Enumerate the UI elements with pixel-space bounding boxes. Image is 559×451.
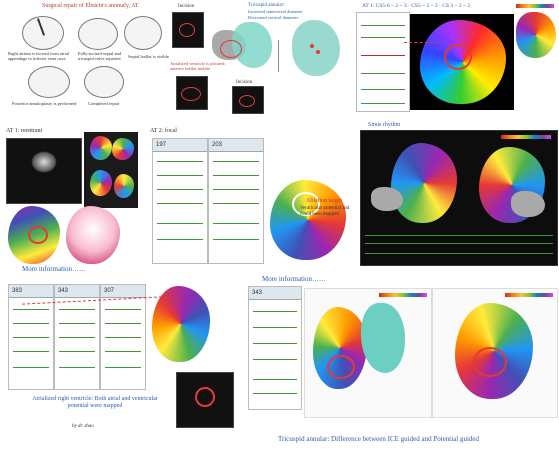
sinus-map-bg (360, 130, 558, 266)
ta-ring-potential (473, 347, 507, 377)
tricuspid-line-2: Decreased vertical diameter (248, 15, 299, 20)
heart-sketch-4 (28, 66, 70, 98)
surgery-title: Surgical repair of Ebstein's anomaly, AT (42, 3, 139, 9)
arv-hdr-1: 383 (9, 285, 53, 298)
caption-3: Septal leaflet is visible (128, 54, 169, 59)
sinus-map-a (391, 143, 457, 223)
tricuspid-line-1: Increased transversal diameter (248, 9, 303, 14)
ice-image-1 (172, 12, 204, 48)
sinus-label: Sinus rhythm (368, 122, 401, 128)
ta-rv-shell (361, 303, 405, 373)
at1-color-scale (516, 4, 554, 8)
heart-sketch-5 (84, 66, 124, 98)
at2-ecg-hdr-1: 197 (153, 139, 207, 152)
annulus-ring (220, 40, 242, 58)
ta-ecg-panel: 343 (248, 286, 302, 410)
at1-large-map-b (66, 206, 120, 264)
3d-shell-small (292, 20, 340, 76)
ta-ice-guided (304, 288, 432, 418)
tricuspid-title: Tricuspid annular: (248, 3, 285, 8)
at2-ecg-2: 203 (208, 138, 264, 264)
ablation-note: Ventricular potential and could been map… (300, 206, 350, 217)
arv-ice-image (176, 372, 234, 428)
arv-hdr-3: 307 (101, 285, 145, 298)
ice-image-3 (232, 86, 264, 114)
more-info-2[interactable]: More information…… (262, 275, 326, 283)
at2-ecg-hdr-2: 203 (209, 139, 263, 152)
at1-ice-image (6, 138, 82, 204)
incision-label-2: Incision (236, 80, 253, 85)
caption-1: Right atrium is incised from atrial appe… (8, 51, 70, 61)
arv-ecg-2: 343 (54, 284, 100, 390)
at1-ecg-panel (356, 12, 410, 112)
author: by dr. zhao (72, 424, 94, 429)
ablation-target-ring (292, 192, 320, 216)
at2-label: AT 2: focal (150, 128, 177, 134)
at1-arrow (404, 42, 438, 43)
at1-small-map (516, 12, 556, 58)
caption-4: Posterior annuloplasty is performed (12, 101, 77, 106)
at1-map-ring (28, 226, 48, 244)
atrialized-note: Atrialized ventricle is plicated; anteri… (170, 61, 226, 71)
at1-title: AT 1: CS5-6 ~ 2 ~ 3 · CS5 ~ 2 ~ 3 · CS 3… (362, 3, 471, 9)
ta-ecg-hdr: 343 (249, 287, 301, 300)
at1-ring (444, 44, 472, 70)
heart-sketch-3 (124, 16, 162, 50)
at1-mini-maps (84, 132, 138, 208)
at1-reentrant-label: AT 1: reentrant (6, 128, 43, 134)
sinus-ivc-b (511, 191, 545, 217)
ta-ring-ice (327, 355, 355, 379)
caption-5: Completed repair (88, 101, 120, 106)
sinus-ivc-a (371, 187, 403, 211)
incision-label-1: Incision (178, 4, 195, 9)
ice-image-2 (176, 76, 208, 110)
ta-caption: Tricuspid annular: Difference between IC… (278, 435, 480, 443)
axis-line (278, 40, 279, 72)
caption-2: Fully-incised septal and tricuspid valve… (78, 51, 121, 61)
arv-hdr-2: 343 (55, 285, 99, 298)
at2-ecg-1: 197 (152, 138, 208, 264)
at1-map-bg (410, 14, 514, 110)
ta-potential-guided (432, 288, 558, 418)
more-info-1[interactable]: More information…… (22, 265, 86, 273)
heart-sketch-2 (78, 18, 118, 50)
arv-ecg-1: 383 (8, 284, 54, 390)
arv-caption: Atrialized right ventricle: Both atrial … (32, 396, 158, 409)
arv-ecg-3: 307 (100, 284, 146, 390)
arv-activation-map (152, 286, 210, 362)
ablation-target-label: Ablation target (306, 198, 343, 204)
